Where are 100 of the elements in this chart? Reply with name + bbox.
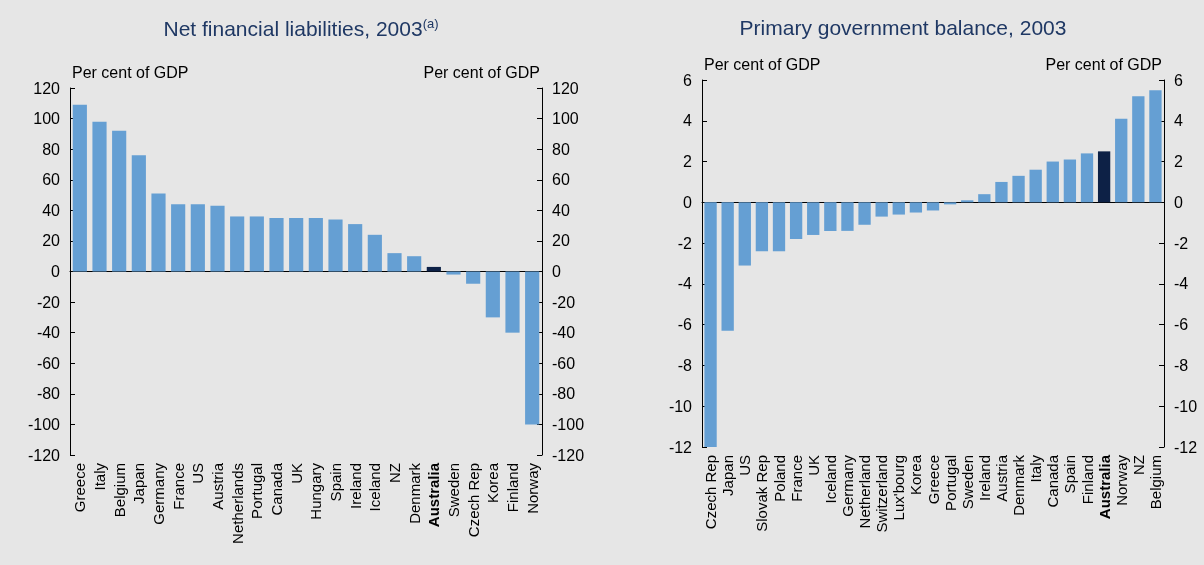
x-tick-label: Switzerland	[873, 455, 891, 533]
y2-tick-label: -4	[1174, 275, 1189, 293]
x-tick-label: Ireland	[346, 463, 364, 509]
bar	[1046, 161, 1059, 203]
bar	[446, 271, 461, 275]
chart-title: Primary government balance, 2003	[739, 16, 1067, 39]
bar	[348, 224, 363, 272]
y2-tick-label: 40	[552, 201, 570, 219]
x-tick-label: NZ	[1129, 455, 1147, 475]
y-tick-label: -2	[677, 234, 693, 252]
y2-tick-label: 0	[552, 263, 561, 280]
bar	[978, 194, 991, 203]
y-tick-label: -100	[27, 415, 61, 433]
x-tick-label: US	[736, 455, 754, 476]
x-tick-label: Korea	[907, 454, 925, 496]
x-tick-label: Greece	[71, 463, 89, 513]
y2-tick-label: 2	[1174, 153, 1183, 171]
bar	[892, 202, 905, 215]
y-tick-label: 60	[42, 171, 61, 189]
y-tick-label: -12	[668, 438, 693, 456]
bar	[995, 181, 1008, 203]
bar	[72, 104, 87, 272]
y2-tick-label: -100	[552, 415, 585, 433]
x-tick-label: Portugal	[941, 455, 959, 511]
y-axis-title: Per cent of GDP	[704, 55, 821, 73]
y-tick-label: 100	[33, 110, 61, 128]
bar	[1080, 153, 1094, 203]
y-tick-label: 80	[42, 140, 61, 158]
bar	[772, 202, 786, 252]
y2-tick-label: -40	[552, 324, 576, 342]
bar	[926, 202, 940, 211]
x-tick-label: Slovak Rep	[753, 455, 771, 532]
y2-tick-label: 100	[552, 110, 579, 128]
bar	[1029, 169, 1042, 203]
x-tick-label: Hungary	[307, 462, 325, 520]
y2-tick-label: 6	[1174, 71, 1183, 89]
bar	[841, 202, 854, 231]
y2-tick-label: 120	[552, 79, 579, 97]
x-tick-label: Norway	[523, 462, 541, 514]
x-tick-label: Japan	[130, 463, 148, 504]
x-tick-label: NZ	[386, 463, 403, 483]
x-tick-label: Germany	[150, 462, 167, 525]
bar	[824, 202, 837, 231]
y2-tick-label: 60	[552, 171, 570, 189]
x-tick-label: Lux'bourg	[890, 455, 908, 521]
bar	[1097, 151, 1111, 203]
y2-axis-title: Per cent of GDP	[1045, 55, 1162, 73]
bar	[367, 234, 382, 272]
bar	[171, 204, 186, 272]
y-tick-label: -6	[677, 316, 693, 334]
bar	[505, 271, 520, 333]
x-tick-label: Canada	[268, 462, 285, 516]
y-tick-label: 4	[683, 112, 693, 130]
y2-tick-label: 4	[1174, 112, 1183, 130]
x-tick-label: Norway	[1112, 454, 1130, 506]
x-tick-label: US	[189, 463, 207, 484]
x-tick-label: Spain	[1061, 455, 1079, 494]
bar	[525, 271, 540, 425]
x-tick-label: Canada	[1044, 454, 1062, 508]
y-tick-label: 0	[51, 263, 61, 280]
x-tick-label: Spain	[327, 463, 344, 502]
y-tick-label: -4	[677, 275, 693, 293]
x-tick-label: Netherlands	[228, 463, 246, 544]
x-tick-label: Korea	[484, 462, 502, 504]
x-tick-label: Austria	[209, 462, 226, 510]
bar	[269, 217, 284, 272]
x-tick-label: Czech Rep	[702, 455, 720, 530]
bar	[466, 271, 481, 284]
x-tick-label: France	[787, 455, 805, 502]
x-tick-label: Italy	[1027, 454, 1045, 483]
x-tick-label: Austria	[992, 454, 1010, 502]
y-tick-label: 6	[683, 71, 693, 89]
y2-tick-label: 0	[1174, 193, 1183, 211]
y-tick-label: -80	[36, 385, 61, 403]
bar	[112, 130, 127, 272]
bar	[387, 253, 402, 272]
y-tick-label: -120	[27, 446, 61, 464]
bar	[289, 217, 304, 272]
bar	[721, 202, 734, 331]
y2-tick-label: -2	[1174, 234, 1189, 252]
x-tick-label: Greece	[924, 455, 942, 505]
bar	[249, 216, 264, 272]
x-tick-label: UK	[804, 455, 822, 476]
bar	[1132, 96, 1145, 203]
bar	[943, 202, 957, 205]
y-tick-label: -20	[36, 293, 61, 311]
bar	[328, 219, 343, 272]
y2-tick-label: -6	[1174, 316, 1189, 334]
x-tick-label: Japan	[719, 455, 737, 496]
x-tick-label: Portugal	[248, 463, 266, 519]
x-tick-label: Sweden	[958, 455, 976, 510]
x-tick-label: Czech Rep	[464, 463, 482, 538]
y-tick-label: -40	[36, 324, 61, 342]
x-tick-label: Belgium	[110, 463, 128, 518]
y2-tick-label: -20	[552, 293, 576, 311]
x-tick-label: Ireland	[975, 455, 993, 501]
x-tick-label: Netherland	[856, 455, 874, 529]
bar	[858, 202, 871, 225]
x-tick-label: Finland	[1078, 455, 1096, 505]
x-tick-label: Poland	[770, 455, 788, 502]
